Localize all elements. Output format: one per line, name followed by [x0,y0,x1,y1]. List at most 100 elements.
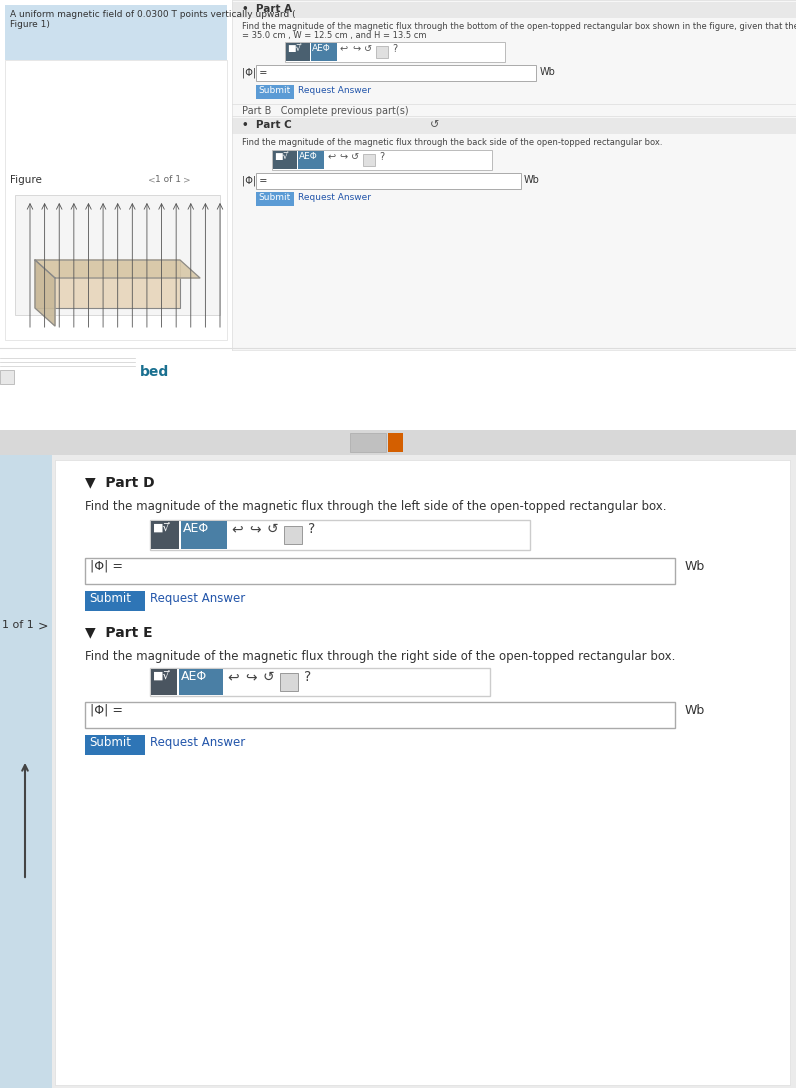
Text: Request Answer: Request Answer [150,592,245,605]
Text: Submit: Submit [258,86,291,95]
Polygon shape [35,260,200,279]
Bar [85,558,675,584]
Text: Find the magnitude of the magnetic flux through the back side of the open-topped: Find the magnitude of the magnetic flux … [242,138,662,147]
Bar [376,46,388,58]
Text: ▼  Part D: ▼ Part D [85,475,154,489]
Text: ■√̅: ■√̅ [153,522,170,532]
Bar [150,520,530,551]
Text: ■√̅: ■√̅ [274,152,288,161]
Text: 1 of 1: 1 of 1 [155,175,181,184]
Text: Part B   Complete previous part(s): Part B Complete previous part(s) [242,106,408,116]
Text: ↪: ↪ [352,44,360,54]
Bar [256,173,521,189]
Bar [363,154,375,166]
Bar [5,5,227,60]
Text: Find the magnitude of the magnetic flux through the left side of the open-topped: Find the magnitude of the magnetic flux … [85,500,666,514]
Text: |Φ| =: |Φ| = [90,704,123,717]
Text: ■√̅: ■√̅ [153,670,170,680]
Text: •  Part C: • Part C [242,120,292,129]
Bar [232,0,796,350]
Text: ↩: ↩ [231,522,243,536]
Text: ↩: ↩ [227,670,239,684]
Text: = 35.0 cm , W = 12.5 cm , and H = 13.5 cm: = 35.0 cm , W = 12.5 cm , and H = 13.5 c… [242,30,427,40]
Bar [5,60,227,339]
Bar [232,2,796,18]
Text: ↺: ↺ [364,44,372,54]
Text: AEΦ: AEΦ [181,670,207,683]
Text: bed: bed [140,364,170,379]
Text: Request Answer: Request Answer [298,193,371,202]
Bar [232,118,796,134]
Bar [311,44,337,61]
Text: ?: ? [392,44,397,54]
Bar [285,42,505,62]
Text: ↪: ↪ [339,152,347,162]
Text: ?: ? [304,670,311,684]
Text: A uniform magnetic field of 0.0300 T points vertically upward (: A uniform magnetic field of 0.0300 T poi… [10,10,295,18]
Bar [150,668,490,696]
Polygon shape [35,260,55,326]
Text: |Φ| =: |Φ| = [90,560,123,573]
Text: ↪: ↪ [245,670,256,684]
Text: ?: ? [308,522,315,536]
Text: ↩: ↩ [340,44,348,54]
Bar [35,260,180,308]
Bar [0,455,52,1088]
Text: |Φ| =: |Φ| = [242,67,267,77]
Text: ↺: ↺ [267,522,279,536]
Bar [286,44,310,61]
Text: Figure: Figure [10,175,42,185]
Text: Wb: Wb [524,175,540,185]
Text: ↺: ↺ [430,120,439,129]
Text: >: > [38,620,49,633]
Bar [15,195,220,316]
Text: AEΦ: AEΦ [299,152,318,161]
Bar [272,150,492,170]
Bar [0,370,14,384]
Bar [273,151,297,169]
Text: ▼  Part E: ▼ Part E [85,625,153,639]
Text: ■√̅: ■√̅ [287,44,301,53]
Bar [280,673,298,691]
Text: >: > [183,175,190,184]
Text: Find the magnitude of the magnetic flux through the bottom of the open-topped re: Find the magnitude of the magnetic flux … [242,22,796,30]
Text: ?: ? [379,152,384,162]
Text: Submit: Submit [89,735,131,749]
Text: |Φ| =: |Φ| = [242,175,267,185]
Text: Request Answer: Request Answer [298,86,371,95]
Bar [179,669,223,695]
Text: Wb: Wb [685,560,705,573]
Text: ↩: ↩ [327,152,335,162]
Bar [256,65,536,81]
Text: 1 of 1: 1 of 1 [2,620,33,630]
Bar [256,191,294,206]
Bar [181,521,227,549]
Text: Request Answer: Request Answer [150,735,245,749]
Bar [55,460,790,1085]
Text: Find the magnitude of the magnetic flux through the right side of the open-toppe: Find the magnitude of the magnetic flux … [85,650,675,663]
Bar [388,433,403,452]
Bar [256,85,294,99]
Bar [0,430,796,455]
Text: Submit: Submit [258,193,291,202]
Text: Submit: Submit [89,592,131,605]
Text: Wb: Wb [685,704,705,717]
Text: Wb: Wb [540,67,556,77]
Text: ↪: ↪ [249,522,260,536]
Text: Figure 1): Figure 1) [10,20,50,29]
Bar [0,0,796,350]
Text: •  Part A: • Part A [242,4,292,14]
Text: ↺: ↺ [263,670,275,684]
Bar [151,669,177,695]
Bar [284,526,302,544]
Text: AEΦ: AEΦ [312,44,331,53]
Text: <: < [148,175,156,184]
Bar [298,151,324,169]
Bar [0,455,796,1088]
Bar [85,702,675,728]
Bar [151,521,179,549]
Bar [350,433,386,452]
Bar [0,350,796,430]
Text: ↺: ↺ [351,152,359,162]
Bar [85,735,145,755]
